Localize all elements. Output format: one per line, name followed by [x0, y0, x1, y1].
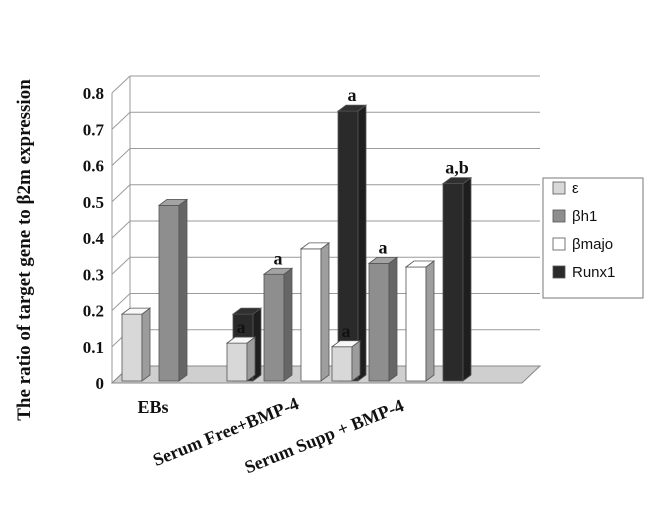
gridline-depth: [111, 148, 131, 166]
bar-side: [320, 242, 330, 382]
gridlines: [111, 75, 540, 384]
bar-top: [157, 198, 189, 206]
annotations: a a a a a a,b: [237, 85, 469, 341]
bar-2-2: [262, 267, 294, 382]
bar-front: [442, 183, 464, 382]
bar-3-2: [367, 256, 399, 382]
bar-side: [283, 267, 293, 382]
bar-2-3: [299, 242, 331, 382]
bar-side: [388, 256, 398, 382]
bar-1-1: [120, 307, 152, 382]
legend-label: βmajo: [572, 236, 613, 253]
y-tick-label: 0.5: [83, 193, 104, 212]
bar-side: [425, 260, 435, 382]
bar-3-1: [330, 339, 362, 382]
bar-front: [368, 262, 390, 382]
bars-group: [120, 104, 473, 382]
bar-top: [120, 307, 152, 315]
bar-top: [367, 256, 399, 264]
y-tick-label: 0.7: [83, 120, 105, 139]
legend-label: βh1: [572, 208, 597, 225]
y-axis-title: The ratio of target gene to β2m expressi…: [14, 79, 35, 421]
bar-side: [351, 339, 361, 382]
bar-3-3: [404, 260, 436, 382]
annotation-label: a: [348, 85, 357, 105]
legend-swatch: [552, 237, 566, 251]
x-category-label: EBs: [137, 397, 168, 417]
bar-top: [336, 104, 368, 112]
gridline-depth: [111, 256, 131, 275]
annotation-label: a: [342, 321, 351, 341]
y-tick-label: 0.2: [83, 302, 104, 321]
gridline-depth: [111, 220, 131, 239]
bar-side: [246, 336, 256, 382]
bar-side: [178, 198, 188, 382]
bar-top: [330, 340, 362, 348]
bar-front: [121, 313, 143, 382]
y-tick-label: 0: [96, 374, 105, 393]
bar-side: [357, 104, 367, 382]
bar-top: [441, 177, 473, 185]
legend: ε βh1 βmajo Runx1: [542, 177, 644, 299]
bar-top: [225, 336, 257, 344]
y-tick-label: 0.6: [83, 157, 104, 176]
gridline-depth: [111, 293, 131, 311]
bar-front: [405, 266, 427, 382]
y-tick-label: 0.3: [83, 265, 104, 284]
gridline-depth: [111, 111, 131, 130]
gridline-depth: [111, 75, 131, 94]
bar-top: [231, 307, 263, 315]
bar-1-2: [157, 198, 189, 382]
annotation-label: a: [379, 237, 388, 257]
annotation-label: a: [274, 248, 283, 268]
bar-side: [462, 176, 472, 382]
bar-front: [300, 248, 322, 382]
bar-front: [331, 346, 353, 382]
bar-front: [263, 273, 285, 382]
gridline-depth: [111, 184, 131, 203]
bar-front: [158, 204, 180, 382]
y-tick-labels: 0 0.1 0.2 0.3 0.4 0.5 0.6 0.7 0.8: [83, 84, 105, 393]
bar-2-1: [225, 336, 257, 382]
legend-label: Runx1: [572, 264, 615, 281]
y-tick-label: 0.4: [83, 229, 105, 248]
bar-top: [404, 260, 436, 268]
bar-side: [141, 307, 151, 382]
legend-swatch: [552, 265, 566, 279]
legend-label: ε: [572, 180, 579, 197]
bar-top: [262, 267, 294, 275]
y-tick-label: 0.8: [83, 84, 104, 103]
bar-2-4: [336, 104, 368, 382]
bar-top: [299, 242, 331, 250]
y-tick-label: 0.1: [83, 338, 104, 357]
annotation-label: a: [237, 317, 246, 337]
legend-swatch: [552, 181, 566, 195]
bar-front: [226, 342, 248, 382]
annotation-label: a,b: [445, 158, 469, 178]
legend-swatch: [552, 209, 566, 223]
bar-3-4: [441, 176, 473, 382]
